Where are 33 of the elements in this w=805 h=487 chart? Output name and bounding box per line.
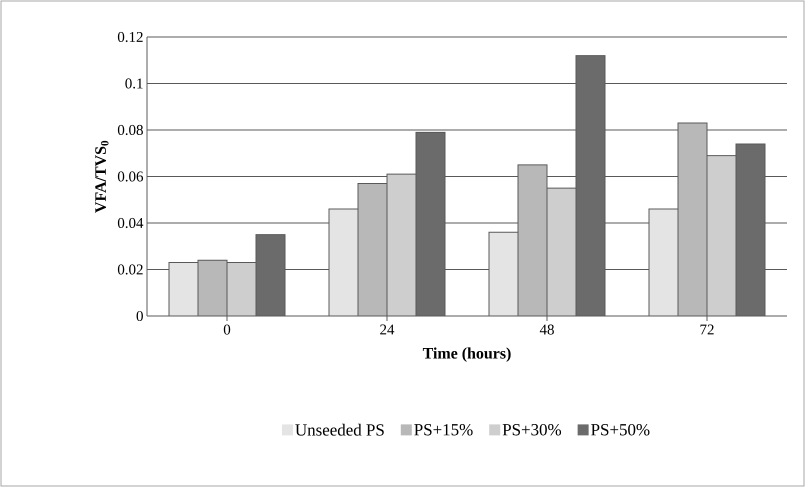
y-axis-title: VFA/TVS$_{0}$	[95, 140, 108, 213]
y-tick-label: 0.1	[125, 78, 143, 89]
bar	[358, 182, 388, 316]
bar	[256, 234, 286, 316]
bar	[576, 55, 606, 316]
legend-label: PS+50%	[591, 424, 650, 436]
x-tick-label: 0	[224, 324, 230, 335]
bar	[546, 188, 577, 316]
x-tick-label: 72	[700, 324, 714, 334]
bar	[386, 174, 417, 316]
y-tick-label: 0.08	[118, 124, 143, 136]
legend-label: Unseeded PS	[295, 424, 384, 436]
y-tick-label: 0.02	[118, 264, 143, 275]
bar	[198, 260, 228, 316]
y-tick-label: 0.12	[118, 32, 143, 42]
y-tick-label: 0.06	[118, 171, 144, 182]
x-axis-title: Time (hours)	[422, 347, 511, 362]
y-tick-label: 0	[136, 310, 143, 322]
y-tick-label: 0.04	[118, 218, 144, 228]
bar	[488, 232, 519, 316]
bar	[678, 122, 708, 316]
bar	[706, 155, 736, 316]
bar	[416, 132, 446, 316]
bar	[648, 208, 678, 316]
bar	[736, 143, 766, 316]
bar	[518, 164, 548, 316]
bar	[328, 208, 358, 316]
legend-label: PS+15%	[414, 424, 473, 436]
legend-label: PS+30%	[502, 424, 562, 436]
bar	[226, 262, 257, 316]
bar	[168, 262, 199, 316]
x-tick-label: 24	[380, 324, 394, 334]
x-tick-label: 48	[540, 324, 554, 335]
